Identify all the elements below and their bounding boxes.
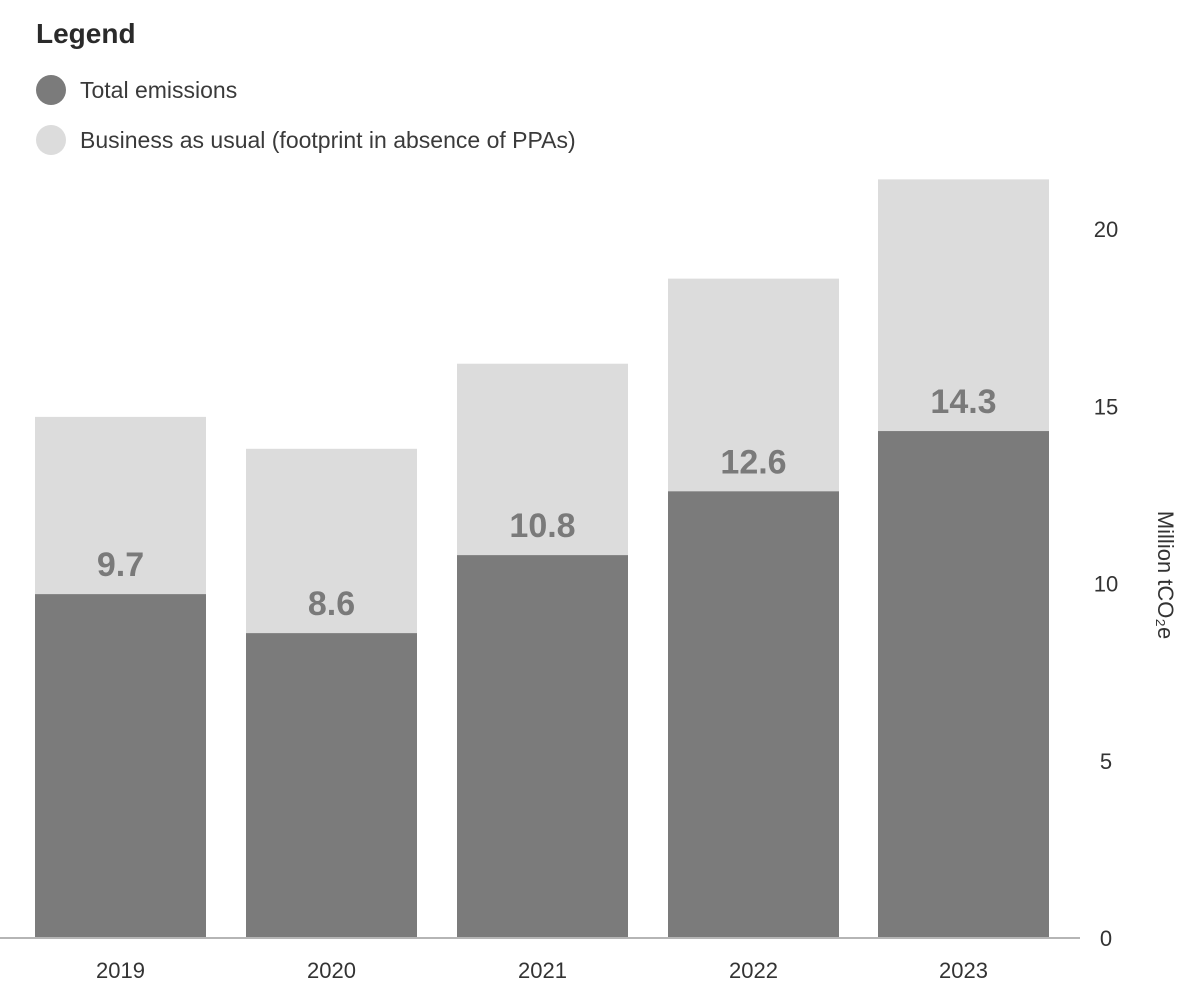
bar-total-2021 [457, 555, 628, 938]
legend-title: Legend [36, 18, 136, 49]
y-tick-5: 5 [1100, 749, 1112, 774]
legend-item-total-emissions: Total emissions [36, 70, 576, 110]
legend-swatch-business-as-usual [36, 125, 66, 155]
legend-label-total-emissions: Total emissions [80, 76, 238, 103]
legend-swatch-total-emissions [36, 75, 66, 105]
bar-total-2022 [668, 491, 839, 938]
y-tick-0: 0 [1100, 926, 1112, 951]
y-tick-labels: 0 5 10 15 20 [1094, 217, 1118, 951]
bar-total-2023 [878, 431, 1049, 938]
legend-item-business-as-usual: Business as usual (footprint in absence … [36, 120, 576, 160]
bar-total-2020 [246, 633, 417, 938]
y-tick-10: 10 [1094, 572, 1118, 597]
y-axis-title: Million tCO₂e [1153, 511, 1178, 639]
x-tick-2021: 2021 [518, 958, 567, 983]
data-labels-group: 9.7 8.6 10.8 12.6 14.3 [97, 383, 997, 623]
legend-label-business-as-usual: Business as usual (footprint in absence … [80, 126, 576, 153]
data-label-2023: 14.3 [930, 383, 996, 421]
data-label-2021: 10.8 [509, 507, 575, 545]
total-bars-group [35, 431, 1049, 938]
data-label-2022: 12.6 [720, 443, 786, 481]
bar-total-2019 [35, 594, 206, 938]
x-tick-2019: 2019 [96, 958, 145, 983]
legend: Legend Total emissions Business as usual… [36, 14, 576, 170]
y-tick-20: 20 [1094, 217, 1118, 242]
x-tick-2022: 2022 [729, 958, 778, 983]
data-label-2019: 9.7 [97, 546, 144, 584]
x-tick-labels: 2019 2020 2021 2022 2023 [96, 958, 988, 983]
x-tick-2020: 2020 [307, 958, 356, 983]
x-tick-2023: 2023 [939, 958, 988, 983]
y-tick-15: 15 [1094, 394, 1118, 419]
data-label-2020: 8.6 [308, 585, 355, 623]
